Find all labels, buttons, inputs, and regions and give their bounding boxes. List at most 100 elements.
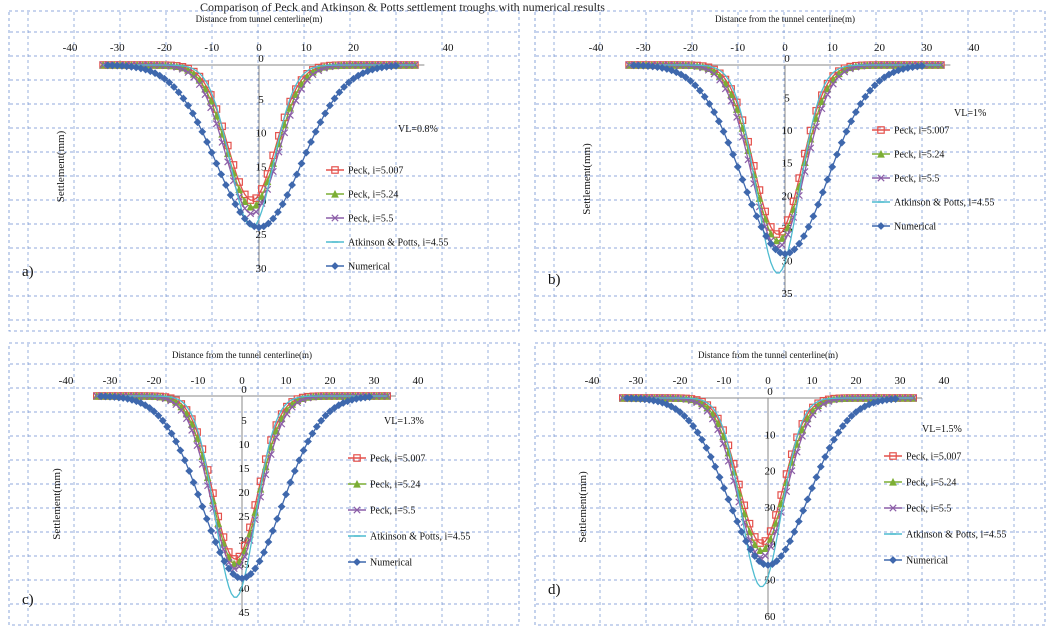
data-point bbox=[330, 94, 339, 103]
data-point bbox=[189, 478, 198, 487]
legend-marker bbox=[889, 556, 897, 564]
data-point bbox=[295, 456, 304, 465]
data-point bbox=[700, 92, 709, 101]
data-point bbox=[277, 502, 286, 511]
data-point bbox=[818, 188, 827, 197]
data-point bbox=[268, 526, 277, 535]
series-line bbox=[622, 397, 914, 588]
data-point bbox=[198, 460, 207, 468]
data-point bbox=[176, 446, 185, 455]
data-point bbox=[141, 401, 150, 410]
data-point bbox=[321, 411, 330, 420]
data-point bbox=[816, 462, 825, 471]
x-tick-label: 10 bbox=[827, 42, 839, 54]
legend-entry: Peck, i=5.24 bbox=[894, 150, 944, 161]
data-point bbox=[198, 127, 207, 136]
data-point bbox=[682, 395, 690, 403]
data-point bbox=[330, 404, 339, 412]
data-point bbox=[188, 426, 196, 434]
y-tick-label: 20 bbox=[782, 190, 794, 202]
legend-marker bbox=[889, 477, 897, 486]
data-point bbox=[708, 415, 717, 423]
data-point bbox=[710, 70, 718, 78]
data-point bbox=[269, 214, 278, 223]
y-tick-label: 35 bbox=[782, 288, 794, 300]
legend-marker bbox=[353, 558, 361, 566]
legend-entry: Peck, i=5.5 bbox=[906, 504, 951, 515]
data-point bbox=[777, 552, 786, 561]
data-point bbox=[812, 473, 821, 482]
data-point bbox=[155, 71, 164, 80]
series-4 bbox=[629, 61, 926, 258]
legend-entry: Peck, i=5.24 bbox=[370, 480, 420, 491]
x-tick-label: -20 bbox=[147, 375, 162, 387]
legend-marker bbox=[889, 504, 897, 512]
data-point bbox=[354, 71, 363, 80]
x-tick-label: 10 bbox=[301, 42, 313, 54]
data-point bbox=[693, 398, 701, 407]
data-point bbox=[724, 457, 733, 465]
data-point bbox=[819, 400, 828, 408]
data-point bbox=[278, 200, 287, 209]
data-point bbox=[259, 222, 268, 231]
data-point bbox=[686, 77, 695, 85]
data-point bbox=[365, 393, 374, 401]
data-point bbox=[230, 564, 238, 573]
data-point bbox=[269, 151, 277, 160]
chart-title: Distance from the tunnel centerline(m) bbox=[698, 350, 838, 360]
chart-title: Distance from the tunnel centerline(m) bbox=[715, 14, 855, 24]
legend-entry: Atkinson & Potts, i=4.55 bbox=[906, 530, 1006, 541]
data-point bbox=[740, 501, 749, 510]
x-tick-label: 0 bbox=[256, 42, 262, 54]
series-3 bbox=[96, 395, 388, 598]
x-tick-label: -30 bbox=[110, 42, 125, 54]
data-point bbox=[619, 394, 627, 402]
data-point bbox=[743, 188, 752, 197]
series-3 bbox=[629, 64, 941, 274]
series-3 bbox=[622, 397, 914, 588]
data-point bbox=[771, 245, 780, 254]
data-point bbox=[335, 88, 344, 97]
data-point bbox=[99, 61, 107, 69]
y-tick-label: 10 bbox=[782, 125, 794, 137]
y-tick-label: 40 bbox=[765, 538, 777, 550]
chart-panel-b: Distance from the tunnel centerline(m) -4… bbox=[534, 10, 1046, 332]
data-point bbox=[282, 490, 290, 499]
data-point bbox=[194, 490, 202, 499]
data-point bbox=[203, 138, 211, 146]
y-tick-label: 60 bbox=[765, 611, 777, 623]
data-point bbox=[273, 208, 282, 217]
data-point bbox=[255, 557, 264, 566]
data-point bbox=[286, 111, 294, 119]
y-tick-label: 0 bbox=[258, 53, 264, 65]
grid-border bbox=[8, 10, 520, 332]
x-tick-label: -10 bbox=[717, 375, 732, 387]
data-point bbox=[326, 407, 334, 416]
y-tick-label: 10 bbox=[239, 439, 251, 451]
data-point bbox=[776, 248, 785, 257]
grid bbox=[534, 10, 1046, 332]
data-point bbox=[317, 416, 326, 425]
series-line bbox=[629, 64, 941, 274]
x-tick-label: 20 bbox=[874, 42, 886, 54]
data-point bbox=[645, 395, 654, 404]
data-point bbox=[146, 67, 155, 76]
data-point bbox=[167, 397, 175, 405]
data-point bbox=[272, 433, 280, 441]
data-point bbox=[833, 150, 841, 159]
data-point bbox=[283, 410, 291, 418]
data-point bbox=[738, 133, 747, 141]
grid bbox=[534, 342, 1046, 626]
data-point bbox=[179, 94, 188, 103]
data-point bbox=[214, 526, 222, 535]
data-point bbox=[812, 123, 820, 131]
data-point bbox=[309, 70, 317, 79]
legend-entry: Peck, i=5.007 bbox=[348, 166, 403, 177]
data-point bbox=[658, 64, 667, 72]
data-point bbox=[721, 85, 730, 93]
data-point bbox=[218, 138, 226, 146]
data-point bbox=[304, 437, 312, 446]
data-point bbox=[292, 97, 300, 105]
data-point bbox=[719, 440, 727, 448]
series-line bbox=[96, 395, 388, 598]
